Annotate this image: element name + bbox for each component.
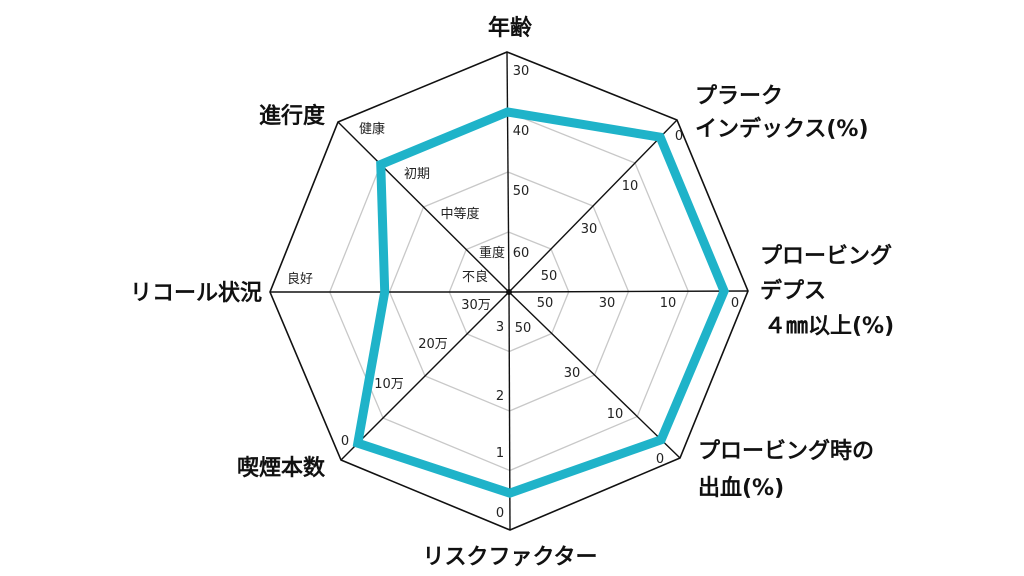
- tick-label: 30: [513, 64, 530, 79]
- tick-label: 初期: [404, 167, 430, 182]
- tick-label: 40: [513, 124, 530, 139]
- tick-label: 0: [731, 296, 739, 311]
- tick-label: 良好: [287, 271, 313, 287]
- axis-title: プロービング: [760, 243, 892, 269]
- tick-label: 30: [581, 222, 598, 237]
- tick-label: 不良: [462, 269, 488, 285]
- axis-title: ４㎜以上(%): [764, 314, 894, 339]
- tick-label: 0: [496, 506, 504, 521]
- axis-line: [508, 290, 749, 293]
- tick-label: 重度: [479, 245, 505, 261]
- tick-label: 10: [660, 296, 677, 311]
- tick-label: 30: [564, 366, 581, 381]
- axis-line: [506, 51, 510, 293]
- tick-label: 0: [656, 452, 664, 467]
- center-point: [506, 289, 512, 295]
- axis-line: [508, 291, 681, 459]
- axis-title: 進行度: [259, 103, 326, 129]
- tick-label: 10万: [374, 377, 404, 392]
- tick-label: 50: [541, 269, 558, 284]
- tick-label: 0: [341, 434, 349, 449]
- axis-line: [340, 291, 510, 461]
- tick-label: 0: [675, 129, 683, 144]
- axis-title: インデックス(%): [695, 116, 869, 142]
- tick-label: 50: [537, 296, 554, 311]
- tick-label: 10: [607, 407, 624, 422]
- radar-series: [352, 107, 729, 498]
- radar-grid: [269, 51, 749, 531]
- tick-label: 中等度: [440, 206, 479, 222]
- tick-label: 50: [515, 321, 532, 336]
- axis-title: プラーク: [695, 84, 783, 109]
- tick-label: 1: [496, 446, 504, 461]
- axis-line: [508, 119, 678, 293]
- tick-labels: 304050600103050010305001030500123010万20万…: [287, 64, 739, 521]
- axis-title: プロービング時の: [698, 438, 874, 464]
- tick-label: 50: [513, 184, 530, 199]
- tick-label: 20万: [418, 337, 448, 352]
- axis-title: リスクファクター: [422, 545, 597, 570]
- axis-title: 喫煙本数: [237, 455, 326, 481]
- tick-label: 健康: [359, 121, 385, 137]
- tick-label: 60: [513, 246, 530, 261]
- axis-line: [337, 121, 510, 293]
- axis-title: 出血(%): [698, 475, 784, 501]
- tick-label: 30: [599, 296, 616, 311]
- tick-label: 10: [622, 179, 639, 194]
- axis-title: 年齢: [488, 15, 533, 41]
- axis-title: デプス: [760, 278, 826, 304]
- tick-label: 3: [496, 320, 504, 335]
- tick-label: 2: [496, 389, 504, 404]
- axis-title: リコール状況: [130, 281, 262, 306]
- tick-label: 30万: [461, 298, 491, 313]
